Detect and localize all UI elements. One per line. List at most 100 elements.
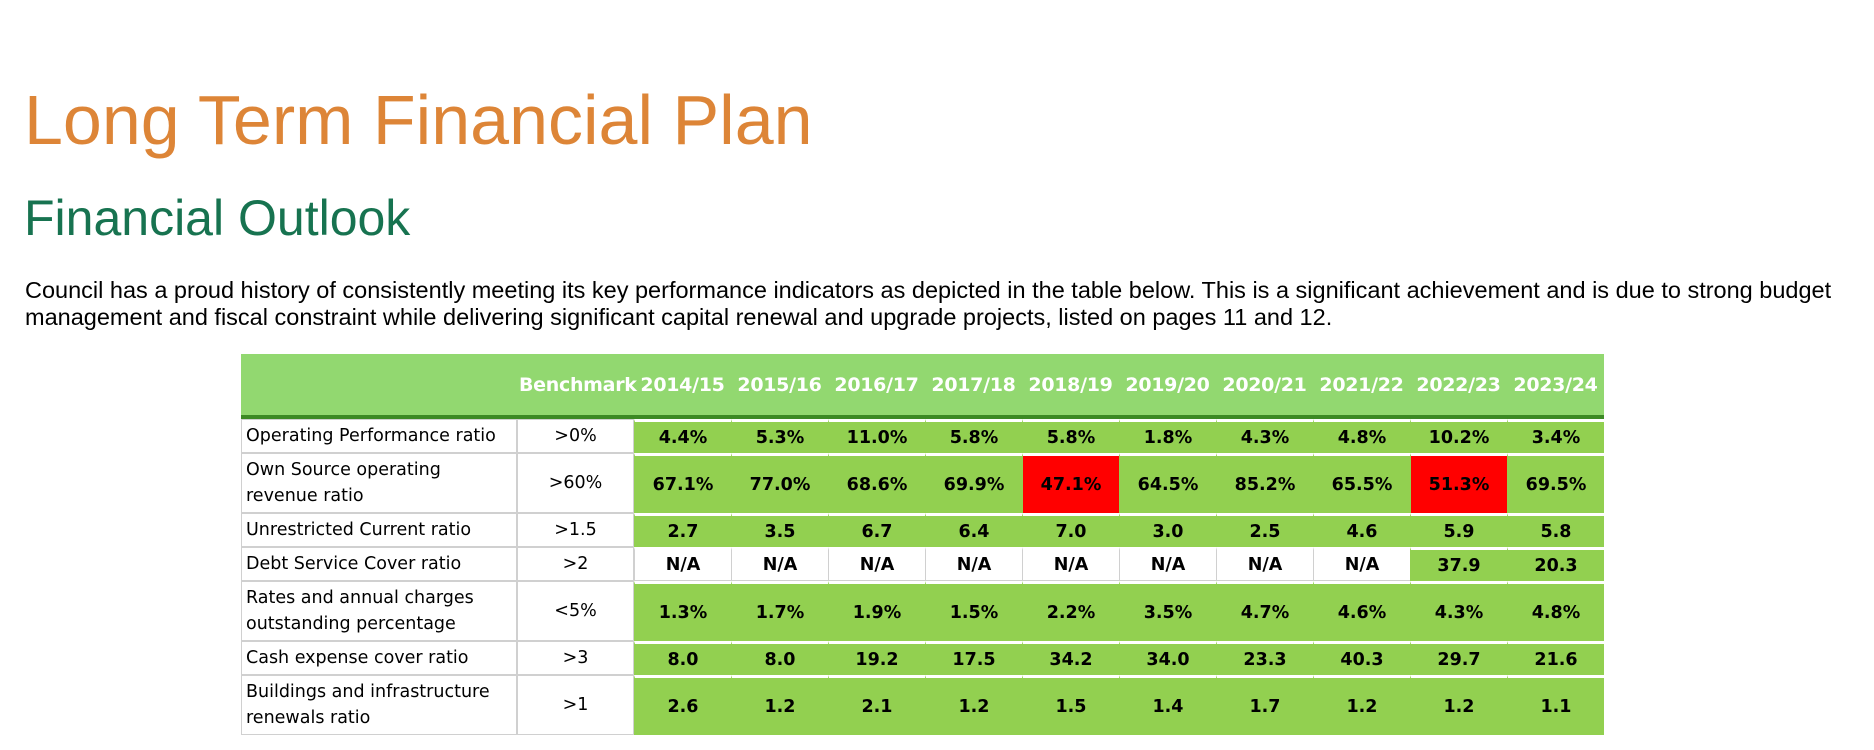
table-row: Debt Service Cover ratio >2 N/A N/A N/A … [241, 547, 1604, 581]
value-cell: N/A [1216, 547, 1313, 581]
row-benchmark: >60% [517, 453, 634, 513]
value-cell: 34.0 [1119, 641, 1216, 675]
value-cell: 1.8% [1119, 419, 1216, 453]
row-label: Own Source operating revenue ratio [241, 453, 517, 513]
row-benchmark: >3 [517, 641, 634, 675]
value-cell: 5.8% [1022, 419, 1119, 453]
row-benchmark: >0% [517, 419, 634, 453]
value-cell: 4.8% [1313, 419, 1410, 453]
row-benchmark: >1.5 [517, 513, 634, 547]
row-label: Unrestricted Current ratio [241, 513, 517, 547]
header-year: 2023/24 [1507, 354, 1604, 419]
value-cell: 1.5% [925, 581, 1022, 641]
value-cell: 4.7% [1216, 581, 1313, 641]
value-cell: 20.3 [1507, 547, 1604, 581]
value-cell: 3.5% [1119, 581, 1216, 641]
value-cell: 65.5% [1313, 453, 1410, 513]
header-year: 2017/18 [925, 354, 1022, 419]
value-cell: N/A [925, 547, 1022, 581]
table-row: Cash expense cover ratio >3 8.0 8.0 19.2… [241, 641, 1604, 675]
section-subtitle: Financial Outlook [24, 190, 411, 246]
value-cell: 2.2% [1022, 581, 1119, 641]
value-cell: 17.5 [925, 641, 1022, 675]
value-cell: 23.3 [1216, 641, 1313, 675]
header-year: 2021/22 [1313, 354, 1410, 419]
value-cell: 3.0 [1119, 513, 1216, 547]
row-label: Cash expense cover ratio [241, 641, 517, 675]
value-cell: 10.2% [1410, 419, 1507, 453]
value-cell: 5.8% [925, 419, 1022, 453]
table-row: Operating Performance ratio >0% 4.4% 5.3… [241, 419, 1604, 453]
value-cell: 8.0 [731, 641, 828, 675]
value-cell: 1.2 [1410, 675, 1507, 735]
row-label: Buildings and infrastructure renewals ra… [241, 675, 517, 735]
value-cell: 21.6 [1507, 641, 1604, 675]
header-year: 2014/15 [634, 354, 731, 419]
table-row: Unrestricted Current ratio >1.5 2.7 3.5 … [241, 513, 1604, 547]
value-cell: 69.5% [1507, 453, 1604, 513]
value-cell: 8.0 [634, 641, 731, 675]
value-cell: 7.0 [1022, 513, 1119, 547]
value-cell: N/A [828, 547, 925, 581]
value-cell: 64.5% [1119, 453, 1216, 513]
table-header-row: Benchmark 2014/15 2015/16 2016/17 2017/1… [241, 354, 1604, 419]
header-benchmark: Benchmark [517, 354, 637, 419]
value-cell: 85.2% [1216, 453, 1313, 513]
value-cell: 37.9 [1410, 547, 1507, 581]
value-cell: 3.5 [731, 513, 828, 547]
value-cell: 77.0% [731, 453, 828, 513]
value-cell: 2.1 [828, 675, 925, 735]
table-row: Buildings and infrastructure renewals ra… [241, 675, 1604, 735]
header-year: 2020/21 [1216, 354, 1313, 419]
value-cell: 4.4% [634, 419, 731, 453]
table-row: Own Source operating revenue ratio >60% … [241, 453, 1604, 513]
value-cell: 1.5 [1022, 675, 1119, 735]
value-cell: 4.3% [1410, 581, 1507, 641]
row-label: Operating Performance ratio [241, 419, 517, 453]
value-cell: 51.3% [1410, 453, 1507, 513]
value-cell: 11.0% [828, 419, 925, 453]
value-cell: 4.8% [1507, 581, 1604, 641]
value-cell: 1.1 [1507, 675, 1604, 735]
value-cell: 29.7 [1410, 641, 1507, 675]
value-cell: 2.6 [634, 675, 731, 735]
value-cell: 2.5 [1216, 513, 1313, 547]
header-year: 2022/23 [1410, 354, 1507, 419]
value-cell: 6.4 [925, 513, 1022, 547]
value-cell: 4.6% [1313, 581, 1410, 641]
value-cell: 69.9% [925, 453, 1022, 513]
value-cell: N/A [1119, 547, 1216, 581]
value-cell: 4.6 [1313, 513, 1410, 547]
row-benchmark: >2 [517, 547, 634, 581]
value-cell: 68.6% [828, 453, 925, 513]
value-cell: 1.4 [1119, 675, 1216, 735]
row-label: Debt Service Cover ratio [241, 547, 517, 581]
header-year: 2015/16 [731, 354, 828, 419]
value-cell: 1.3% [634, 581, 731, 641]
value-cell: 19.2 [828, 641, 925, 675]
value-cell: 3.4% [1507, 419, 1604, 453]
value-cell: 2.7 [634, 513, 731, 547]
value-cell: 1.7% [731, 581, 828, 641]
value-cell: N/A [1313, 547, 1410, 581]
value-cell: 67.1% [634, 453, 731, 513]
value-cell: 6.7 [828, 513, 925, 547]
value-cell: 1.2 [925, 675, 1022, 735]
value-cell: 5.9 [1410, 513, 1507, 547]
value-cell: 1.7 [1216, 675, 1313, 735]
row-label: Rates and annual charges outstanding per… [241, 581, 517, 641]
value-cell: 5.8 [1507, 513, 1604, 547]
header-year: 2019/20 [1119, 354, 1216, 419]
row-benchmark: <5% [517, 581, 634, 641]
value-cell: 5.3% [731, 419, 828, 453]
value-cell: 47.1% [1022, 453, 1119, 513]
table-row: Rates and annual charges outstanding per… [241, 581, 1604, 641]
value-cell: 34.2 [1022, 641, 1119, 675]
table-body: Operating Performance ratio >0% 4.4% 5.3… [241, 419, 1604, 735]
value-cell: 4.3% [1216, 419, 1313, 453]
intro-paragraph: Council has a proud history of consisten… [25, 277, 1832, 330]
page-title: Long Term Financial Plan [24, 81, 813, 159]
value-cell: N/A [634, 547, 731, 581]
value-cell: 40.3 [1313, 641, 1410, 675]
value-cell: N/A [1022, 547, 1119, 581]
